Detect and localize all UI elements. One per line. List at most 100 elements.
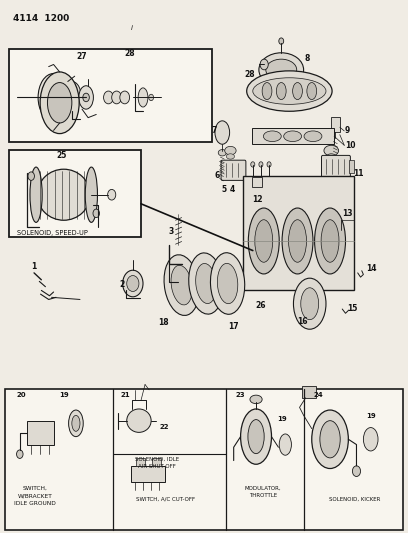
Ellipse shape xyxy=(315,208,346,274)
Circle shape xyxy=(279,38,284,44)
Text: 24: 24 xyxy=(314,392,324,398)
FancyBboxPatch shape xyxy=(221,160,246,180)
Ellipse shape xyxy=(320,421,340,458)
Polygon shape xyxy=(252,128,334,144)
Circle shape xyxy=(149,94,153,101)
Ellipse shape xyxy=(301,288,319,320)
Ellipse shape xyxy=(225,147,236,155)
Ellipse shape xyxy=(262,83,272,100)
Ellipse shape xyxy=(324,146,339,156)
Ellipse shape xyxy=(37,169,90,220)
Circle shape xyxy=(108,189,116,200)
Text: 25: 25 xyxy=(56,151,67,160)
Ellipse shape xyxy=(43,82,64,114)
Ellipse shape xyxy=(307,83,317,100)
Circle shape xyxy=(28,172,34,180)
Ellipse shape xyxy=(288,220,306,262)
Ellipse shape xyxy=(276,83,286,100)
Ellipse shape xyxy=(321,220,339,262)
Ellipse shape xyxy=(171,265,192,305)
Ellipse shape xyxy=(72,415,80,431)
Text: 15: 15 xyxy=(347,304,357,313)
Ellipse shape xyxy=(196,263,216,303)
Ellipse shape xyxy=(85,167,98,222)
Ellipse shape xyxy=(217,263,238,304)
Ellipse shape xyxy=(247,71,332,111)
Circle shape xyxy=(83,93,89,102)
Text: 18: 18 xyxy=(158,318,169,327)
Bar xyxy=(302,386,316,398)
Text: THROTTLE: THROTTLE xyxy=(249,493,277,498)
Ellipse shape xyxy=(364,427,378,451)
Ellipse shape xyxy=(138,88,148,107)
Circle shape xyxy=(267,162,271,167)
Text: AIR SHUT-OFF: AIR SHUT-OFF xyxy=(138,464,176,469)
Text: 14: 14 xyxy=(366,264,376,273)
Text: IDLE GROUND: IDLE GROUND xyxy=(14,500,56,506)
Text: SOLENOID, SPEED-UP: SOLENOID, SPEED-UP xyxy=(17,230,88,236)
Text: W/BRACKET: W/BRACKET xyxy=(18,493,53,498)
Text: 10: 10 xyxy=(345,141,356,150)
Ellipse shape xyxy=(79,86,93,109)
Text: 28: 28 xyxy=(245,70,255,79)
Text: SOLENOID, IDLE: SOLENOID, IDLE xyxy=(135,457,179,462)
Ellipse shape xyxy=(38,74,69,122)
Ellipse shape xyxy=(293,83,302,100)
Circle shape xyxy=(120,91,130,104)
Text: 19: 19 xyxy=(366,413,376,419)
Bar xyxy=(243,176,355,290)
Bar xyxy=(9,49,212,142)
Ellipse shape xyxy=(304,131,322,142)
Text: 17: 17 xyxy=(228,322,239,332)
Text: 12: 12 xyxy=(252,195,262,204)
Ellipse shape xyxy=(248,419,264,454)
Ellipse shape xyxy=(259,53,304,87)
Text: 23: 23 xyxy=(235,392,245,398)
Bar xyxy=(152,458,161,466)
Ellipse shape xyxy=(218,150,226,156)
Text: 2: 2 xyxy=(120,280,125,289)
Text: 5: 5 xyxy=(222,185,226,194)
Bar xyxy=(9,150,141,237)
Text: 4: 4 xyxy=(230,185,235,194)
Text: SOLENOID, KICKER: SOLENOID, KICKER xyxy=(329,496,380,502)
Ellipse shape xyxy=(255,220,273,262)
Bar xyxy=(349,160,354,173)
Ellipse shape xyxy=(248,208,279,274)
Text: 27: 27 xyxy=(76,52,86,61)
Circle shape xyxy=(259,162,263,167)
Ellipse shape xyxy=(226,154,235,159)
Text: i: i xyxy=(131,25,133,30)
Ellipse shape xyxy=(241,409,271,464)
Text: 19: 19 xyxy=(277,416,287,422)
Ellipse shape xyxy=(284,131,302,142)
Text: 8: 8 xyxy=(304,54,310,63)
Text: 9: 9 xyxy=(345,126,350,135)
Text: SWITCH, A/C CUT-OFF: SWITCH, A/C CUT-OFF xyxy=(136,496,195,502)
Text: 28: 28 xyxy=(125,49,135,58)
Circle shape xyxy=(260,59,268,70)
Text: 7: 7 xyxy=(211,126,217,135)
Text: SWITCH,: SWITCH, xyxy=(23,486,48,491)
Circle shape xyxy=(17,450,23,458)
Text: 4114  1200: 4114 1200 xyxy=(13,14,69,23)
Circle shape xyxy=(104,91,113,104)
Ellipse shape xyxy=(47,83,72,123)
Ellipse shape xyxy=(264,131,281,142)
Text: 3: 3 xyxy=(168,227,173,236)
Bar xyxy=(331,117,340,132)
Bar xyxy=(252,177,262,187)
Text: 16: 16 xyxy=(297,317,308,326)
Bar xyxy=(5,389,403,530)
Text: 1: 1 xyxy=(31,262,37,271)
Ellipse shape xyxy=(215,121,230,144)
Ellipse shape xyxy=(63,82,81,108)
Circle shape xyxy=(127,276,139,292)
Ellipse shape xyxy=(326,154,336,160)
FancyBboxPatch shape xyxy=(322,156,350,177)
Ellipse shape xyxy=(250,395,262,403)
Bar xyxy=(131,466,165,482)
Text: 19: 19 xyxy=(60,392,69,398)
Text: 6: 6 xyxy=(215,172,220,180)
Ellipse shape xyxy=(211,253,245,314)
